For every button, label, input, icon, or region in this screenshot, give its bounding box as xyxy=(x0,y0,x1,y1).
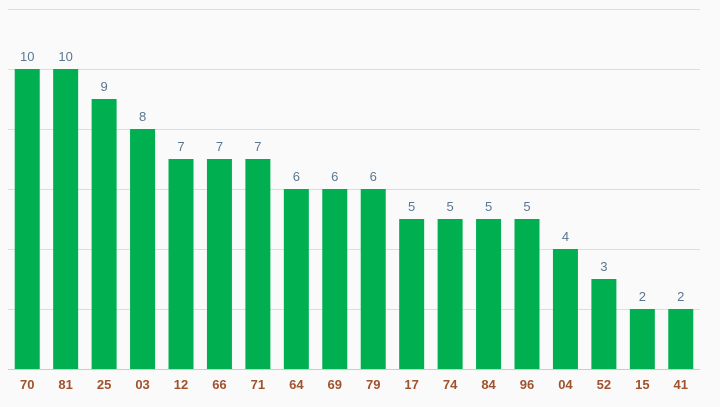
x-tick-label: 03 xyxy=(135,377,149,392)
data-label: 6 xyxy=(293,169,300,184)
x-tick-label: 12 xyxy=(174,377,188,392)
data-label: 5 xyxy=(446,199,453,214)
bar xyxy=(437,219,463,369)
bar xyxy=(322,189,348,369)
data-label: 10 xyxy=(20,49,34,64)
x-tick-label: 17 xyxy=(404,377,418,392)
x-tick-label: 52 xyxy=(597,377,611,392)
x-tick-label: 15 xyxy=(635,377,649,392)
data-label: 2 xyxy=(677,289,684,304)
bar xyxy=(283,189,309,369)
data-label: 4 xyxy=(562,229,569,244)
bar xyxy=(668,309,694,369)
bar xyxy=(130,129,156,369)
data-label: 5 xyxy=(523,199,530,214)
bar xyxy=(53,69,79,369)
x-tick-label: 74 xyxy=(443,377,458,392)
bar xyxy=(91,99,117,369)
data-label: 7 xyxy=(177,139,184,154)
x-tick-label: 69 xyxy=(328,377,342,392)
data-label: 6 xyxy=(370,169,377,184)
grid-lines xyxy=(8,9,700,370)
bar xyxy=(206,159,232,369)
data-label: 7 xyxy=(254,139,261,154)
bar xyxy=(476,219,502,369)
bars xyxy=(14,69,694,369)
x-tick-label: 71 xyxy=(251,377,265,392)
x-tick-label: 66 xyxy=(212,377,226,392)
data-label: 8 xyxy=(139,109,146,124)
data-label: 6 xyxy=(331,169,338,184)
bar xyxy=(552,249,578,369)
data-label: 9 xyxy=(100,79,107,94)
bar xyxy=(629,309,655,369)
x-tick-label: 25 xyxy=(97,377,111,392)
x-tick-labels: 70 81 25 03 12 66 71 64 69 79 17 74 84 96 04 52 15 41 xyxy=(20,377,688,392)
x-tick-label: 41 xyxy=(674,377,688,392)
bar xyxy=(399,219,425,369)
value-labels: 10 10 9 8 7 7 7 6 6 6 5 5 5 5 4 3 2 2 xyxy=(20,49,684,304)
data-label: 2 xyxy=(639,289,646,304)
bar xyxy=(168,159,194,369)
x-tick-label: 64 xyxy=(289,377,304,392)
bar xyxy=(245,159,271,369)
data-label: 5 xyxy=(408,199,415,214)
bar xyxy=(14,69,40,369)
x-tick-label: 70 xyxy=(20,377,34,392)
bar xyxy=(591,279,617,369)
x-tick-label: 04 xyxy=(558,377,573,392)
bar xyxy=(360,189,386,369)
x-tick-label: 84 xyxy=(481,377,496,392)
x-tick-label: 96 xyxy=(520,377,534,392)
data-label: 3 xyxy=(600,259,607,274)
data-label: 7 xyxy=(216,139,223,154)
bar xyxy=(514,219,540,369)
x-tick-label: 79 xyxy=(366,377,380,392)
x-tick-label: 81 xyxy=(58,377,72,392)
data-label: 10 xyxy=(58,49,72,64)
data-label: 5 xyxy=(485,199,492,214)
